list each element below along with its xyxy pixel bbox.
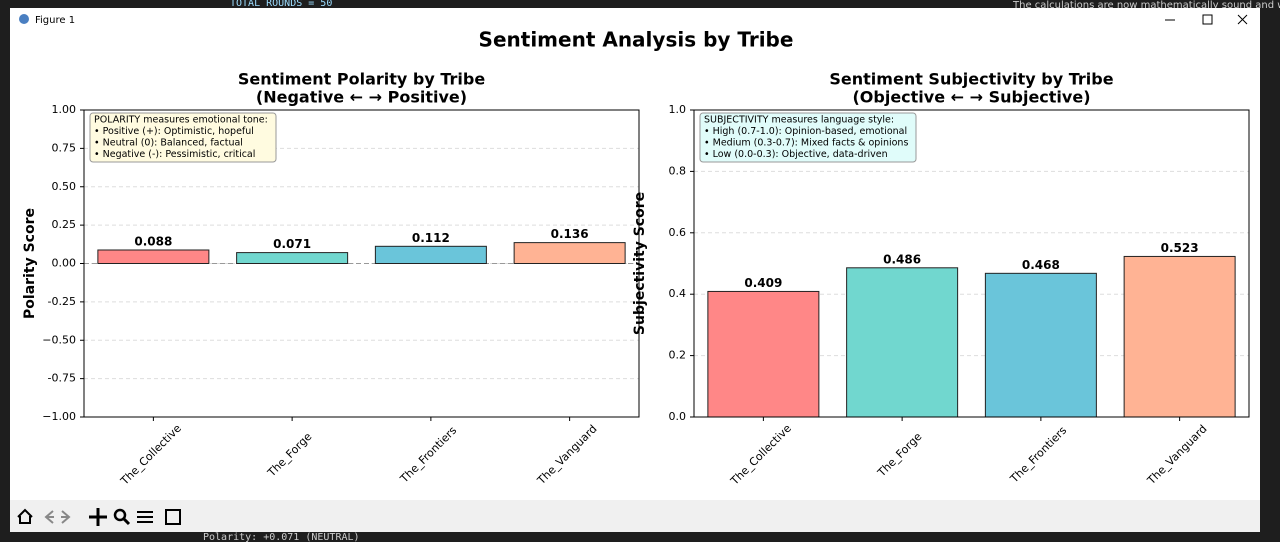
- y-tick-label: -0.75: [48, 372, 76, 385]
- maximize-button[interactable]: [1202, 14, 1213, 25]
- bar: [1123, 255, 1236, 418]
- plot-frame: [693, 109, 1250, 418]
- value-label: 0.112: [412, 231, 450, 245]
- code-line: TOTAL_ROUNDS = 50: [230, 0, 332, 9]
- value-label: 0.409: [744, 276, 782, 290]
- plot-frame: [83, 109, 640, 418]
- window-frame: [10, 8, 1260, 532]
- chart-title: Sentiment Polarity by Tribe: [238, 70, 485, 89]
- close-button[interactable]: [1237, 14, 1248, 25]
- y-tick-label: 1.00: [52, 103, 77, 116]
- home-button[interactable]: [17, 508, 33, 524]
- bar: [513, 242, 626, 264]
- pan-button[interactable]: [89, 508, 107, 526]
- annotation-line: • Positive (+): Optimistic, hopeful: [94, 126, 254, 137]
- y-tick-label: 0.50: [52, 180, 77, 193]
- bar: [374, 245, 487, 264]
- bar: [707, 290, 820, 418]
- y-tick-label: 0.25: [52, 218, 77, 231]
- annotation-line: • Low (0.0-0.3): Objective, data-driven: [704, 149, 888, 160]
- y-tick-label: 0.6: [669, 226, 687, 239]
- annotation-box: [699, 112, 917, 163]
- value-label: 0.486: [883, 252, 921, 266]
- annotation-line: • Neutral (0): Balanced, factual: [94, 138, 243, 149]
- annotation-line: • Negative (-): Pessimistic, critical: [94, 149, 255, 160]
- bar: [236, 252, 349, 265]
- annotation-line: • Medium (0.3-0.7): Mixed facts & opinio…: [704, 138, 908, 149]
- window: Figure 1 Sentiment Analysis by Tribe: [10, 8, 1260, 532]
- y-tick-label: 0.2: [669, 349, 687, 362]
- chat-line: The calculations are now mathematically …: [1012, 0, 1280, 11]
- figure-title: Sentiment Analysis by Tribe: [479, 28, 794, 52]
- value-label: 0.088: [134, 234, 172, 248]
- toolbar: [10, 500, 1260, 532]
- annotation-line: POLARITY measures emotional tone:: [94, 115, 268, 126]
- annotation-line: SUBJECTIVITY measures language style:: [704, 115, 894, 126]
- annotation-box: [89, 112, 277, 163]
- value-label: 0.136: [551, 227, 589, 241]
- configure-button[interactable]: [137, 511, 153, 523]
- back-button[interactable]: [44, 510, 54, 524]
- annotation-line: • High (0.7-1.0): Opinion-based, emotion…: [704, 126, 907, 137]
- forward-button[interactable]: [61, 510, 71, 524]
- y-tick-label: 0.4: [669, 287, 687, 300]
- y-tick-label: 0.75: [52, 141, 77, 154]
- y-tick-label: −1.00: [42, 410, 76, 423]
- chart-title: Sentiment Subjectivity by Tribe: [829, 70, 1113, 89]
- value-label: 0.071: [273, 237, 311, 251]
- value-label: 0.468: [1022, 258, 1060, 272]
- chart-title: (Negative ← → Positive): [256, 88, 467, 107]
- app-icon: [19, 14, 29, 24]
- y-tick-label: 1.0: [669, 103, 687, 116]
- value-label: 0.523: [1161, 241, 1199, 255]
- bar: [984, 272, 1097, 418]
- window-title: Figure 1: [35, 15, 75, 26]
- y-tick-label: 0.8: [669, 164, 687, 177]
- y-tick-label: −0.50: [42, 333, 76, 346]
- console-line: Polarity: +0.071 (NEUTRAL): [203, 532, 360, 542]
- y-axis-label: Polarity Score: [22, 208, 38, 319]
- chart-title: (Objective ← → Subjective): [852, 88, 1090, 107]
- y-axis-label: Subjectivity Score: [632, 192, 648, 335]
- save-button[interactable]: [165, 509, 181, 525]
- zoom-button[interactable]: [113, 508, 127, 522]
- y-tick-label: 0.00: [52, 257, 77, 270]
- y-tick-label: 0.0: [669, 410, 687, 423]
- bar: [97, 249, 210, 265]
- zoom-handle: [122, 517, 131, 526]
- y-tick-label: -0.25: [48, 295, 76, 308]
- bar: [846, 267, 959, 418]
